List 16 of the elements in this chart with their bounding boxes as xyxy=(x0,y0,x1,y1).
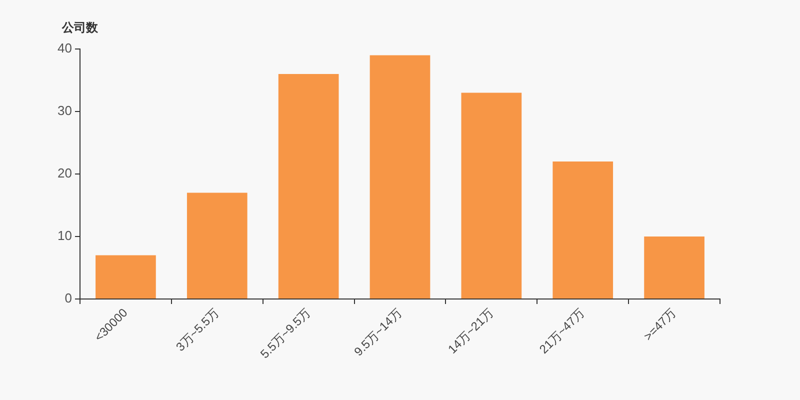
y-tick-label: 20 xyxy=(58,166,72,181)
bar xyxy=(278,74,339,298)
y-tick-label: 10 xyxy=(58,228,72,244)
y-axis-title: 公司数 xyxy=(61,20,99,34)
bar xyxy=(461,92,522,298)
y-tick-label: 0 xyxy=(64,290,72,306)
y-tick-label: 40 xyxy=(58,40,72,56)
x-tick-label: 21万~47万 xyxy=(536,306,588,356)
y-tick-label: 30 xyxy=(58,103,72,118)
x-tick-label: 14万~21万 xyxy=(445,306,496,356)
x-tick-label: 9.5万~14万 xyxy=(351,306,404,359)
bar xyxy=(552,162,614,298)
bar xyxy=(186,192,248,298)
bar xyxy=(370,55,430,298)
bar xyxy=(96,255,156,298)
bar xyxy=(644,236,704,298)
